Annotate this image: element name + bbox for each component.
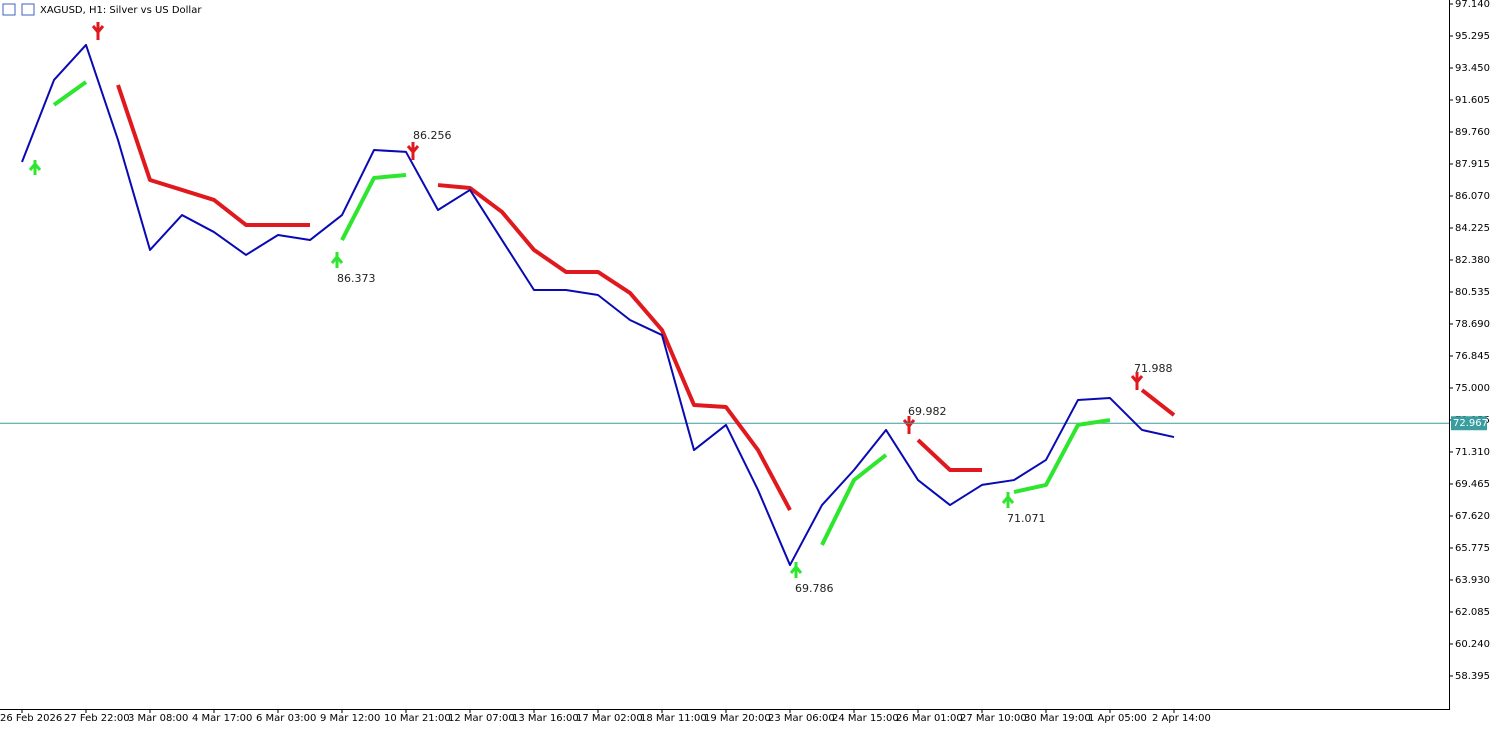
x-tick-label: 9 Mar 12:00 [320, 713, 380, 724]
y-tick-label: 76.845 [1455, 351, 1490, 362]
x-tick-label: 3 Mar 08:00 [128, 713, 188, 724]
x-tick-label: 10 Mar 21:00 [384, 713, 451, 724]
x-tick-label: 23 Mar 06:00 [768, 713, 835, 724]
x-tick-label: 4 Mar 17:00 [192, 713, 252, 724]
annotation: 69.786 [795, 582, 834, 595]
series-line [116, 84, 310, 227]
y-tick-label: 87.915 [1455, 159, 1490, 170]
annotation: 86.373 [337, 272, 376, 285]
x-tick-label: 1 Apr 05:00 [1088, 713, 1147, 724]
x-tick-label: 2 Apr 14:00 [1152, 713, 1211, 724]
y-tick-label: 67.620 [1455, 511, 1490, 522]
y-tick-label: 62.085 [1455, 607, 1490, 618]
x-tick-label: 12 Mar 07:00 [448, 713, 515, 724]
x-tick-label: 30 Mar 19:00 [1024, 713, 1091, 724]
chart-title: XAGUSD, H1: Silver vs US Dollar [40, 5, 202, 16]
x-tick-label: 26 Feb 2026 [0, 713, 62, 724]
x-tick-label: 24 Mar 15:00 [832, 713, 899, 724]
series-line [1013, 418, 1111, 494]
x-tick-label: 17 Mar 02:00 [576, 713, 643, 724]
x-tick-label: 27 Mar 10:00 [960, 713, 1027, 724]
y-tick-label: 89.760 [1455, 127, 1490, 138]
y-tick-label: 71.310 [1455, 447, 1490, 458]
x-tick-label: 6 Mar 03:00 [256, 713, 316, 724]
y-tick-label: 63.930 [1455, 575, 1490, 586]
annotation: 71.071 [1007, 512, 1046, 525]
x-tick-label: 19 Mar 20:00 [704, 713, 771, 724]
series-line [820, 453, 888, 546]
last-price-label: 72.967 [1453, 418, 1488, 429]
series-line [21, 43, 1175, 567]
signal-arrows [28, 22, 1144, 578]
x-tick-label: 18 Mar 11:00 [640, 713, 707, 724]
y-tick-label: 93.450 [1455, 63, 1490, 74]
x-tick-label: 13 Mar 16:00 [512, 713, 579, 724]
last-price-box [1451, 416, 1487, 431]
series-line [437, 183, 792, 512]
y-tick-label: 95.295 [1455, 31, 1490, 42]
title-icons [2, 3, 35, 16]
y-tick-label: 65.775 [1455, 543, 1490, 554]
y-tick-label: 58.395 [1455, 671, 1490, 682]
y-tick-label: 84.225 [1455, 223, 1490, 234]
annotation: 69.982 [908, 405, 947, 418]
y-tick-label: 78.690 [1455, 319, 1490, 330]
annotation: 86.256 [413, 129, 452, 142]
y-tick-label: 86.070 [1455, 191, 1490, 202]
annotation: 71.988 [1134, 362, 1173, 375]
series-line [52, 80, 88, 107]
y-tick-label: 97.140 [1455, 0, 1490, 10]
y-tick-label: 80.535 [1455, 287, 1490, 298]
y-tick-label: 91.605 [1455, 95, 1490, 106]
series-line [1140, 388, 1176, 417]
y-tick-label: 82.380 [1455, 255, 1490, 266]
y-tick-label: 60.240 [1455, 639, 1490, 650]
x-tick-label: 26 Mar 01:00 [896, 713, 963, 724]
y-tick-label: 69.465 [1455, 479, 1490, 490]
series-line [916, 438, 982, 473]
y-tick-label: 75.000 [1455, 383, 1490, 394]
x-tick-label: 27 Feb 22:00 [64, 713, 130, 724]
series-line [340, 173, 407, 241]
